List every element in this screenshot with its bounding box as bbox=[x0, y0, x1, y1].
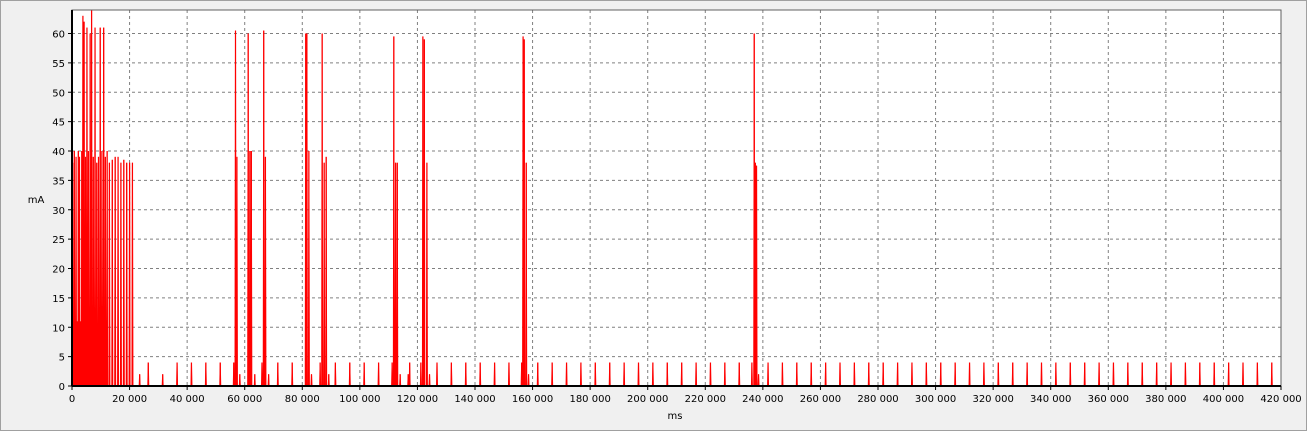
y-axis-ticks: 0 5 10 15 20 25 30 35 40 45 50 55 60 bbox=[52, 30, 72, 393]
x-tick-label: 160 000 bbox=[512, 394, 553, 405]
grid-lines bbox=[72, 10, 1282, 386]
y-tick-label: 40 bbox=[52, 147, 65, 158]
y-tick-label: 5 bbox=[59, 353, 65, 364]
x-tick-label: 220 000 bbox=[685, 394, 726, 405]
y-tick-label: 0 bbox=[59, 382, 65, 393]
x-tick-label: 400 000 bbox=[1203, 394, 1244, 405]
x-tick-label: 180 000 bbox=[569, 394, 610, 405]
x-tick-label: 360 000 bbox=[1088, 394, 1129, 405]
y-tick-label: 45 bbox=[52, 118, 65, 129]
plot-area bbox=[72, 10, 1281, 386]
x-tick-label: 300 000 bbox=[915, 394, 956, 405]
y-tick-label: 15 bbox=[52, 294, 65, 305]
x-tick-label: 80 000 bbox=[285, 394, 320, 405]
y-tick-label: 30 bbox=[52, 206, 65, 217]
x-tick-label: 340 000 bbox=[1030, 394, 1071, 405]
x-tick-label: 120 000 bbox=[397, 394, 438, 405]
x-tick-label: 20 000 bbox=[112, 394, 147, 405]
x-tick-label: 420 000 bbox=[1260, 394, 1301, 405]
x-tick-label: 60 000 bbox=[227, 394, 262, 405]
x-tick-label: 0 bbox=[69, 394, 75, 405]
plot-background bbox=[72, 10, 1281, 386]
x-axis-label: ms bbox=[668, 411, 683, 422]
y-tick-label: 55 bbox=[52, 59, 65, 70]
y-tick-label: 60 bbox=[52, 30, 65, 41]
x-tick-label: 100 000 bbox=[339, 394, 380, 405]
y-axis-label: mA bbox=[28, 195, 45, 206]
y-tick-label: 20 bbox=[52, 265, 65, 276]
y-tick-label: 35 bbox=[52, 176, 65, 187]
x-tick-label: 380 000 bbox=[1145, 394, 1186, 405]
x-axis-ticks: 0 20 000 40 000 60 000 80 000 100 000 120 000 1… bbox=[69, 386, 1302, 405]
y-tick-label: 25 bbox=[52, 235, 65, 246]
x-tick-label: 280 000 bbox=[857, 394, 898, 405]
x-tick-label: 320 000 bbox=[972, 394, 1013, 405]
x-tick-label: 200 000 bbox=[627, 394, 668, 405]
x-tick-label: 140 000 bbox=[454, 394, 495, 405]
x-tick-label: 260 000 bbox=[800, 394, 841, 405]
y-tick-label: 50 bbox=[52, 88, 65, 99]
x-tick-label: 40 000 bbox=[170, 394, 205, 405]
x-tick-label: 240 000 bbox=[742, 394, 783, 405]
axes bbox=[71, 9, 1282, 387]
y-tick-label: 10 bbox=[52, 323, 65, 334]
